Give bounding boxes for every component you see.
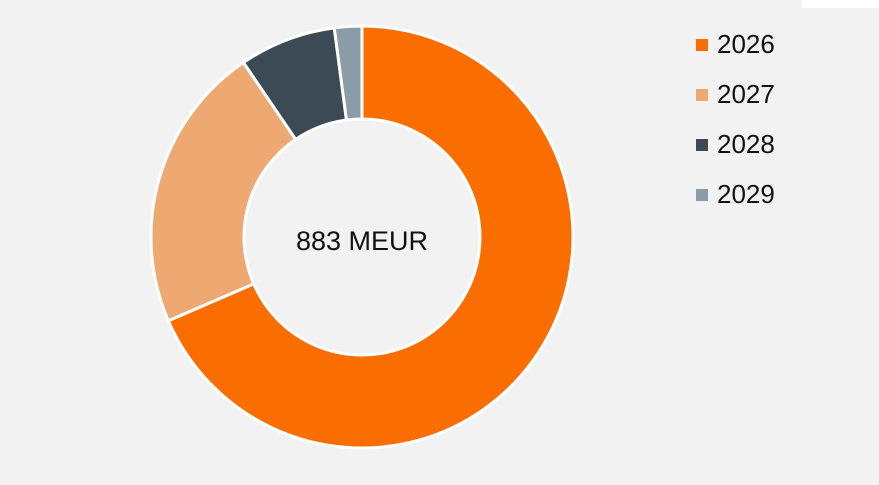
legend-swatch xyxy=(696,89,708,101)
legend-swatch xyxy=(696,139,708,151)
legend-swatch xyxy=(696,39,708,51)
corner-panel xyxy=(802,0,879,8)
slice xyxy=(332,24,364,122)
legend-label: 2028 xyxy=(717,129,775,159)
donut xyxy=(149,24,575,450)
legend-label: 2026 xyxy=(717,29,775,59)
legend-label: 2029 xyxy=(717,179,775,209)
legend-label: 2027 xyxy=(717,79,775,109)
center-label: 883 MEUR xyxy=(296,226,428,256)
slice xyxy=(149,60,298,323)
legend: 2026 2027 2028 2029 xyxy=(696,29,775,209)
slice xyxy=(166,24,575,450)
legend-swatch xyxy=(696,189,708,201)
